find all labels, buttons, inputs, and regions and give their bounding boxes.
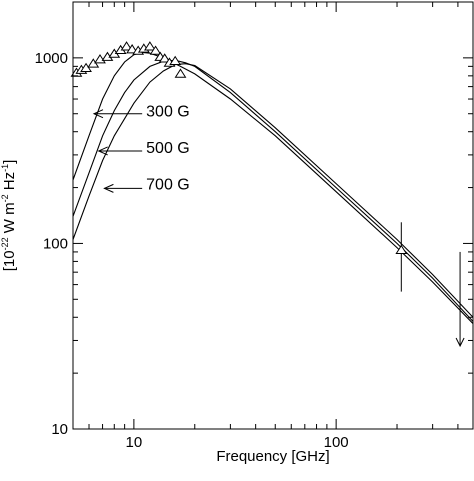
x-tick-label: 100 — [324, 434, 349, 451]
observations-layer — [70, 41, 465, 348]
annotation-arrowhead — [103, 183, 114, 193]
y-axis-title: [10-22 W m-2 Hz-1] — [0, 160, 18, 272]
data-point-with-error — [395, 244, 408, 255]
x-tick-label: 10 — [126, 434, 143, 451]
annotation-label: 300 G — [146, 104, 190, 121]
data-point — [158, 53, 171, 63]
annotations-layer: 300 G 500 G 700 G — [92, 104, 190, 194]
plot-frame — [72, 1, 474, 430]
annotation-label: 700 G — [146, 177, 190, 194]
y-title-suffix: ] — [1, 160, 18, 164]
series-line-500-g — [73, 59, 473, 322]
data-point — [126, 44, 139, 54]
series-line-700-g — [73, 63, 473, 318]
y-title-exp3: -1 — [0, 164, 10, 172]
tick-layer: 10 100 10 100 1000 — [35, 1, 473, 451]
x-axis-title: Frequency [GHz] — [216, 448, 329, 465]
data-point — [149, 45, 162, 55]
y-title-mid2: Hz — [1, 172, 18, 195]
annotation-label: 500 G — [146, 140, 190, 157]
y-tick-label: 10 — [51, 421, 68, 438]
y-title-prefix: [10 — [1, 250, 18, 271]
y-tick-label: 100 — [43, 235, 68, 252]
upper-limit-arrowhead — [455, 337, 465, 348]
y-title-exp2: -2 — [0, 194, 10, 202]
annotation-arrowhead — [92, 109, 104, 119]
data-point — [120, 41, 133, 51]
data-point — [174, 68, 187, 78]
y-tick-label: 1000 — [35, 50, 68, 67]
y-title-mid1: W m — [1, 202, 18, 237]
y-title-exp1: -22 — [0, 237, 10, 250]
data-point — [80, 62, 92, 73]
annotation-arrowhead — [97, 146, 108, 156]
data-point — [143, 41, 156, 51]
data-point — [169, 55, 182, 66]
